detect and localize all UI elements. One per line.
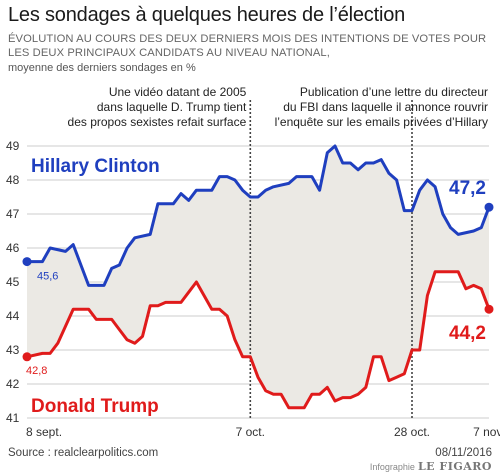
x-tick-label: 7 oct. [236,425,265,439]
y-tick-label: 45 [6,275,20,289]
donald-trump-line [25,270,491,410]
annotation-text: du FBI dans laquelle il annonce rouvrir [283,100,488,114]
hillary-clinton-line [25,144,491,287]
x-tick-label: 7 nov. [473,425,500,439]
gap-area [27,146,489,408]
end-value-label: 47,2 [449,178,486,199]
start-point [22,257,32,267]
annotation-text: Publication d’une lettre du directeur [300,85,488,99]
y-tick-label: 48 [6,173,20,187]
annotation-text: l’enquête sur les emails privées d’Hilla… [275,115,488,129]
y-tick-label: 46 [6,241,20,255]
x-tick-label: 8 sept. [26,425,62,439]
end-point [484,202,494,212]
chart-note: moyenne des derniers sondages en % [8,62,196,74]
x-tick-label: 28 oct. [394,425,430,439]
end-value-label: 44,2 [449,323,486,344]
chart-subtitle: ÉVOLUTION AU COURS DES DEUX DERNIERS MOI… [8,33,487,59]
end-point [484,304,494,314]
le-figaro-logo: LE FIGARO [417,460,492,473]
series-name-label: Hillary Clinton [31,156,160,177]
y-tick-label: 41 [6,411,20,425]
start-value-label: 45,6 [37,271,58,283]
y-tick-label: 43 [6,343,20,357]
y-tick-label: 44 [6,309,20,323]
start-point [22,352,32,362]
annotation-text: Une vidéo datant de 2005 [109,85,247,99]
credit: Infographie LE FIGARO [370,460,492,473]
source-text: Source : realclearpolitics.com [8,447,159,459]
y-tick-label: 47 [6,207,20,221]
start-value-label: 42,8 [26,365,47,377]
credit-prefix: Infographie [369,462,415,472]
chart-title: Les sondages à quelques heures de l’élec… [8,4,406,26]
y-tick-label: 49 [6,139,20,153]
series-name-label: Donald Trump [31,396,159,417]
y-tick-label: 42 [6,377,20,391]
annotation-text: des propos sexistes refait surface [68,115,247,129]
publication-date: 08/11/2016 [435,447,492,459]
annotation-text: dans laquelle D. Trump tient [97,100,247,114]
